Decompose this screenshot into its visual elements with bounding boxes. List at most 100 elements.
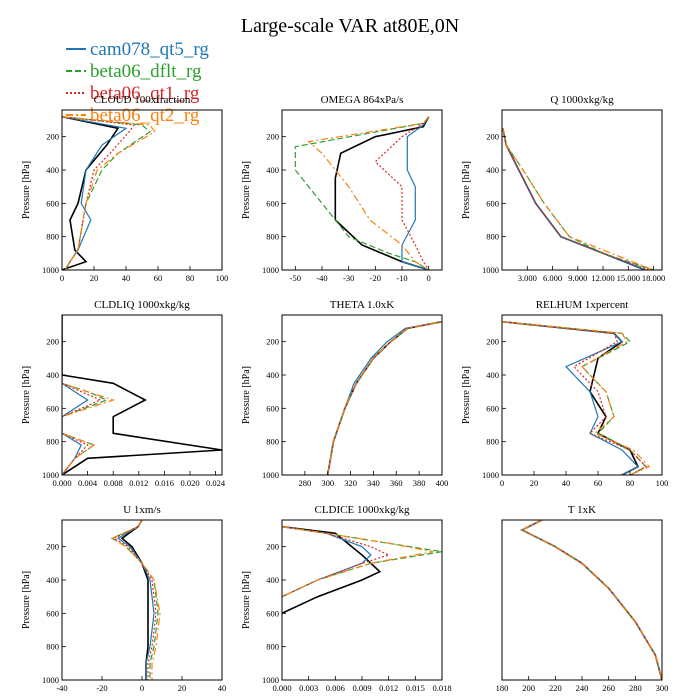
y-tick-label: 400 <box>266 370 279 380</box>
legend-label: beta06_dflt_rg <box>90 61 202 82</box>
x-tick-label: 100 <box>216 273 229 283</box>
y-tick-label: 200 <box>46 542 59 552</box>
x-tick-label: 12.000 <box>591 273 614 283</box>
panel-7: U 1xm/s -40 -20 0 20 40 200 400 600 800 1000 Pressu… <box>21 504 226 693</box>
x-tick-label: 0.012 <box>129 478 148 488</box>
panel-title: RELHUM 1xpercent <box>536 299 629 311</box>
legend-label: cam078_qt5_rg <box>90 39 209 60</box>
plot-frame <box>61 314 223 476</box>
series-line-1 <box>401 116 430 270</box>
x-tick-label: 220 <box>549 683 562 693</box>
y-axis-label: Pressure [hPa] <box>241 161 252 219</box>
x-tick-label: 15.000 <box>617 273 640 283</box>
series-line-0 <box>520 520 662 680</box>
series-line-1 <box>116 520 155 680</box>
series-group <box>62 115 156 270</box>
x-tick-label: -40 <box>316 273 327 283</box>
y-axis-label: Pressure [hPa] <box>21 161 32 219</box>
y-axis-label: Pressure [hPa] <box>241 366 252 424</box>
series-line-0 <box>62 115 120 270</box>
x-tick-label: 20 <box>178 683 187 693</box>
y-tick-label: 800 <box>486 232 499 242</box>
y-axis-label: Pressure [hPa] <box>21 571 32 629</box>
y-tick-label: 800 <box>486 437 499 447</box>
series-group <box>326 320 442 475</box>
y-axis-label: Pressure [hPa] <box>21 366 32 424</box>
series-group <box>110 520 161 680</box>
y-tick-label: 800 <box>46 232 59 242</box>
y-tick-label: 1000 <box>42 675 59 685</box>
x-tick-label: 6.000 <box>543 273 562 283</box>
y-tick-label: 1000 <box>42 470 59 480</box>
y-tick-label: 600 <box>266 403 279 413</box>
series-line-4 <box>502 128 654 270</box>
series-line-4 <box>307 116 430 270</box>
x-tick-label: 0.012 <box>379 683 398 693</box>
series-line-0 <box>334 116 430 270</box>
series-line-1 <box>502 128 646 270</box>
panel-2: OMEGA 864xPa/s -50 -40 -30 -20 -10 0 200 400 600 8… <box>241 94 443 283</box>
series-group <box>502 320 651 475</box>
panel-title: U 1xm/s <box>123 504 161 516</box>
series-line-0 <box>502 320 640 475</box>
legend-label: beta06_qt1_rg <box>90 83 200 104</box>
series-line-2 <box>520 520 662 680</box>
series-line-1 <box>282 526 372 598</box>
y-tick-label: 1000 <box>262 470 279 480</box>
x-tick-label: 20 <box>530 478 539 488</box>
x-tick-label: -50 <box>290 273 301 283</box>
series-line-3 <box>502 321 647 475</box>
x-tick-label: 340 <box>367 478 380 488</box>
y-tick-label: 1000 <box>42 265 59 275</box>
plot-frame <box>501 519 663 681</box>
x-tick-label: 380 <box>413 478 426 488</box>
plot-frame <box>281 314 443 476</box>
legend: cam078_qt5_rgbeta06_dflt_rgbeta06_qt1_rg… <box>66 39 209 126</box>
y-tick-label: 600 <box>486 403 499 413</box>
y-tick-label: 400 <box>486 370 499 380</box>
x-tick-label: 0.000 <box>52 478 71 488</box>
series-line-1 <box>520 520 662 680</box>
x-tick-label: 60 <box>154 273 163 283</box>
y-tick-label: 800 <box>266 642 279 652</box>
series-group <box>62 315 222 475</box>
series-line-3 <box>374 116 430 270</box>
y-tick-label: 400 <box>46 575 59 585</box>
panel-title: Q 1000xkg/kg <box>550 94 614 106</box>
y-tick-label: 200 <box>266 337 279 347</box>
x-tick-label: 0.009 <box>352 683 371 693</box>
x-tick-label: 300 <box>321 478 334 488</box>
panel-title: T 1xK <box>568 504 596 516</box>
panel-5: THETA 1.0xK 280 300 320 340 360 380 400 200 400 60… <box>241 299 448 488</box>
series-line-2 <box>502 128 654 270</box>
y-tick-label: 800 <box>266 437 279 447</box>
x-tick-label: 20 <box>90 273 99 283</box>
series-line-4 <box>110 520 161 680</box>
x-tick-label: -20 <box>370 273 381 283</box>
figure-title: Large-scale VAR at80E,0N <box>241 15 459 37</box>
x-tick-label: 0.004 <box>78 478 98 488</box>
x-tick-label: 260 <box>602 683 615 693</box>
x-tick-label: 60 <box>594 478 603 488</box>
y-axis-label: Pressure [hPa] <box>241 571 252 629</box>
y-tick-label: 1000 <box>482 265 499 275</box>
panel-1: CLOUD 100xfraction 0 20 40 60 80 100 200 400 600 8… <box>21 94 228 283</box>
series-line-2 <box>294 116 430 270</box>
plot-frame <box>501 314 663 476</box>
x-tick-label: -40 <box>56 683 67 693</box>
x-tick-label: -10 <box>396 273 407 283</box>
y-axis-label: Pressure [hPa] <box>461 161 472 219</box>
x-tick-label: 0.024 <box>206 478 226 488</box>
x-tick-label: 0 <box>140 683 144 693</box>
plot-frame <box>281 519 443 681</box>
y-tick-label: 400 <box>266 575 279 585</box>
x-tick-label: 3.000 <box>518 273 537 283</box>
x-tick-label: 0.020 <box>180 478 199 488</box>
panel-title: THETA 1.0xK <box>330 299 395 311</box>
y-tick-label: 800 <box>46 437 59 447</box>
y-tick-label: 400 <box>486 165 499 175</box>
panel-6: RELHUM 1xpercent 0 20 40 60 80 100 200 400 600 800… <box>461 299 668 488</box>
y-tick-label: 200 <box>486 132 499 142</box>
x-tick-label: 0 <box>427 273 431 283</box>
